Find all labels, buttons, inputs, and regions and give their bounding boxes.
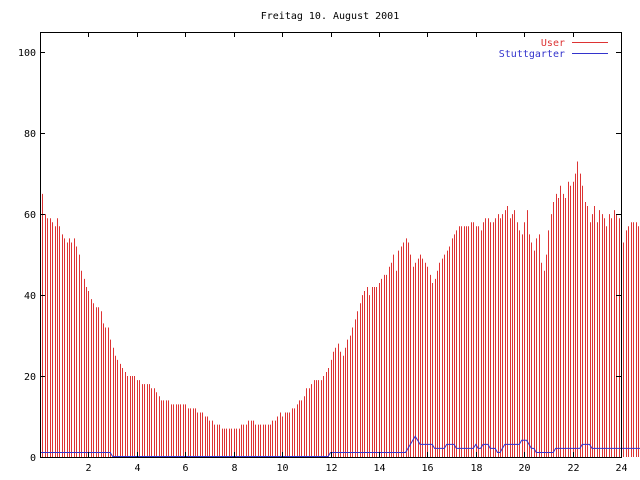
chart-title: Freitag 10. August 2001 bbox=[261, 11, 399, 22]
stuttgarter-line bbox=[40, 435, 640, 457]
y-tick-label: 40 bbox=[24, 291, 36, 302]
x-tick-label: 8 bbox=[231, 463, 237, 474]
x-tick-label: 10 bbox=[276, 463, 288, 474]
y-tick-label: 100 bbox=[18, 48, 36, 59]
x-tick-label: 14 bbox=[373, 463, 385, 474]
x-tick-label: 6 bbox=[182, 463, 188, 474]
x-tick-label: 12 bbox=[325, 463, 337, 474]
x-tick-label: 22 bbox=[567, 463, 579, 474]
legend: User Stuttgarter bbox=[499, 38, 608, 60]
x-tick-label: 18 bbox=[470, 463, 482, 474]
legend-label-user: User bbox=[541, 38, 565, 49]
legend-label-stuttgarter: Stuttgarter bbox=[499, 49, 565, 60]
stuttgarter-line-group bbox=[40, 435, 640, 457]
y-tick-label: 80 bbox=[24, 129, 36, 140]
x-tick-label: 2 bbox=[85, 463, 91, 474]
x-tick-label: 20 bbox=[518, 463, 530, 474]
user-bars bbox=[40, 161, 639, 457]
y-tick-label: 60 bbox=[24, 210, 36, 221]
x-tick-label: 4 bbox=[134, 463, 140, 474]
x-tick-label: 16 bbox=[421, 463, 433, 474]
x-tick-label: 24 bbox=[615, 463, 627, 474]
y-tick-label: 0 bbox=[30, 453, 36, 464]
y-tick-label: 20 bbox=[24, 372, 36, 383]
